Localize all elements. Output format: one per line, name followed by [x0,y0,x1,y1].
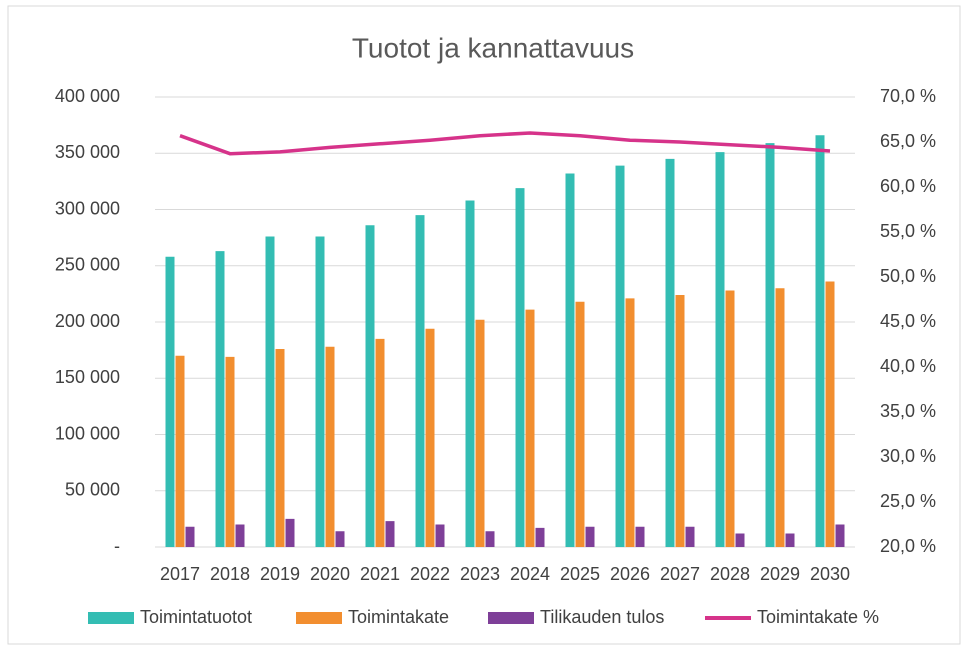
y-tick-label: 100 000 [55,423,120,443]
y2-tick-label: 70,0 % [880,86,936,106]
legend-swatch [296,612,342,624]
y-tick-label: 200 000 [55,311,120,331]
legend-label: Toimintakate % [757,607,879,627]
x-tick-label: 2020 [310,564,350,584]
bar [225,356,235,547]
bar [485,531,495,547]
line [179,131,831,156]
y-tick-label: 400 000 [55,86,120,106]
y2-tick-label: 25,0 % [880,491,936,511]
bar [385,521,395,547]
chart-title: Tuotot ja kannattavuus [352,32,634,63]
bar [585,526,595,547]
bar [765,143,775,547]
bar [575,301,585,547]
bar [415,215,425,547]
bar [715,152,725,547]
bar [275,349,285,547]
x-tick-label: 2022 [410,564,450,584]
bar [165,256,175,547]
bar [665,158,675,547]
legend-label: Toimintakate [348,607,449,627]
x-tick-label: 2021 [360,564,400,584]
bar [635,526,645,547]
x-tick-label: 2023 [460,564,500,584]
bar [325,346,335,547]
y-tick-label: 50 000 [65,480,120,500]
bar [815,135,825,547]
y-tick-label: - [114,536,120,556]
y2-tick-label: 20,0 % [880,536,936,556]
x-tick-label: 2028 [710,564,750,584]
bar [525,309,535,547]
bar [675,295,685,547]
bar [475,319,485,547]
legend-swatch [88,612,134,624]
bar [425,328,435,547]
bar [725,290,735,547]
bar [435,524,445,547]
bar [735,533,745,547]
bar [175,355,185,547]
bar [315,236,325,547]
legend-label: Tilikauden tulos [540,607,664,627]
bar [615,165,625,547]
bar [335,531,345,547]
bar [785,533,795,547]
y-tick-label: 150 000 [55,367,120,387]
bar [465,200,475,547]
bar [375,338,385,547]
legend-swatch [488,612,534,624]
bar [265,236,275,547]
x-tick-label: 2024 [510,564,550,584]
x-tick-label: 2025 [560,564,600,584]
bar [235,524,245,547]
y2-tick-label: 40,0 % [880,356,936,376]
y-tick-label: 250 000 [55,255,120,275]
y-tick-label: 300 000 [55,198,120,218]
x-tick-label: 2030 [810,564,850,584]
x-tick-label: 2018 [210,564,250,584]
bar [185,526,195,547]
y2-tick-label: 60,0 % [880,176,936,196]
y-tick-label: 350 000 [55,142,120,162]
x-tick-label: 2026 [610,564,650,584]
x-tick-label: 2029 [760,564,800,584]
x-tick-label: 2017 [160,564,200,584]
legend-label: Toimintatuotot [140,607,252,627]
y2-tick-label: 30,0 % [880,446,936,466]
bar [625,298,635,547]
bar [825,281,835,547]
x-tick-label: 2027 [660,564,700,584]
bar [565,173,575,547]
bar [685,526,695,547]
x-tick-label: 2019 [260,564,300,584]
bar [285,518,295,547]
bar [535,527,545,547]
y2-tick-label: 35,0 % [880,401,936,421]
bar [215,251,225,547]
y2-tick-label: 65,0 % [880,131,936,151]
bar [365,225,375,547]
y2-tick-label: 50,0 % [880,266,936,286]
y2-tick-label: 55,0 % [880,221,936,241]
bar [775,288,785,547]
y2-tick-label: 45,0 % [880,311,936,331]
bar [515,188,525,547]
bar [835,524,845,547]
